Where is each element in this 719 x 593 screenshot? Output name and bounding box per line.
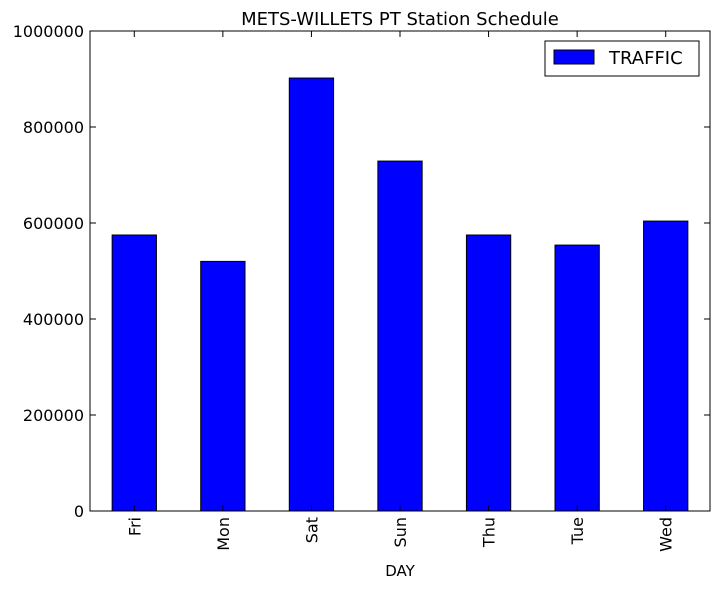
y-tick-label: 600000 <box>23 214 84 233</box>
y-tick-label: 400000 <box>23 310 84 329</box>
y-axis-ticks: 0 200000 400000 600000 800000 1000000 <box>13 22 710 521</box>
y-tick-label: 800000 <box>23 118 84 137</box>
y-tick-label: 1000000 <box>13 22 84 41</box>
x-tick-label-sun: Sun <box>391 517 410 547</box>
x-tick-label-wed: Wed <box>657 517 676 552</box>
x-tick-label-mon: Mon <box>214 517 233 551</box>
legend: TRAFFIC <box>544 40 700 77</box>
bars-layer <box>111 77 689 512</box>
x-axis-label: DAY <box>385 562 415 580</box>
legend-swatch-traffic <box>553 49 595 65</box>
x-tick-label-thu: Thu <box>480 517 499 548</box>
bar-fri <box>111 234 157 512</box>
bar-wed <box>643 220 689 512</box>
y-tick-label: 0 <box>74 502 84 521</box>
x-tick-label-fri: Fri <box>125 517 144 536</box>
x-axis-ticks: Fri Mon Sat Sun Thu Tue Wed <box>125 31 676 552</box>
legend-label-traffic: TRAFFIC <box>608 48 683 69</box>
bar-mon <box>200 260 246 512</box>
y-tick-label: 200000 <box>23 406 84 425</box>
x-tick-label-tue: Tue <box>568 517 587 545</box>
bar-tue <box>554 244 600 512</box>
bar-thu <box>465 234 512 512</box>
bar-sat <box>288 77 335 512</box>
plot-frame <box>89 30 711 512</box>
chart-title: METS-WILLETS PT Station Schedule <box>241 9 559 30</box>
bar-sun <box>377 160 423 512</box>
x-tick-label-sat: Sat <box>302 517 321 543</box>
